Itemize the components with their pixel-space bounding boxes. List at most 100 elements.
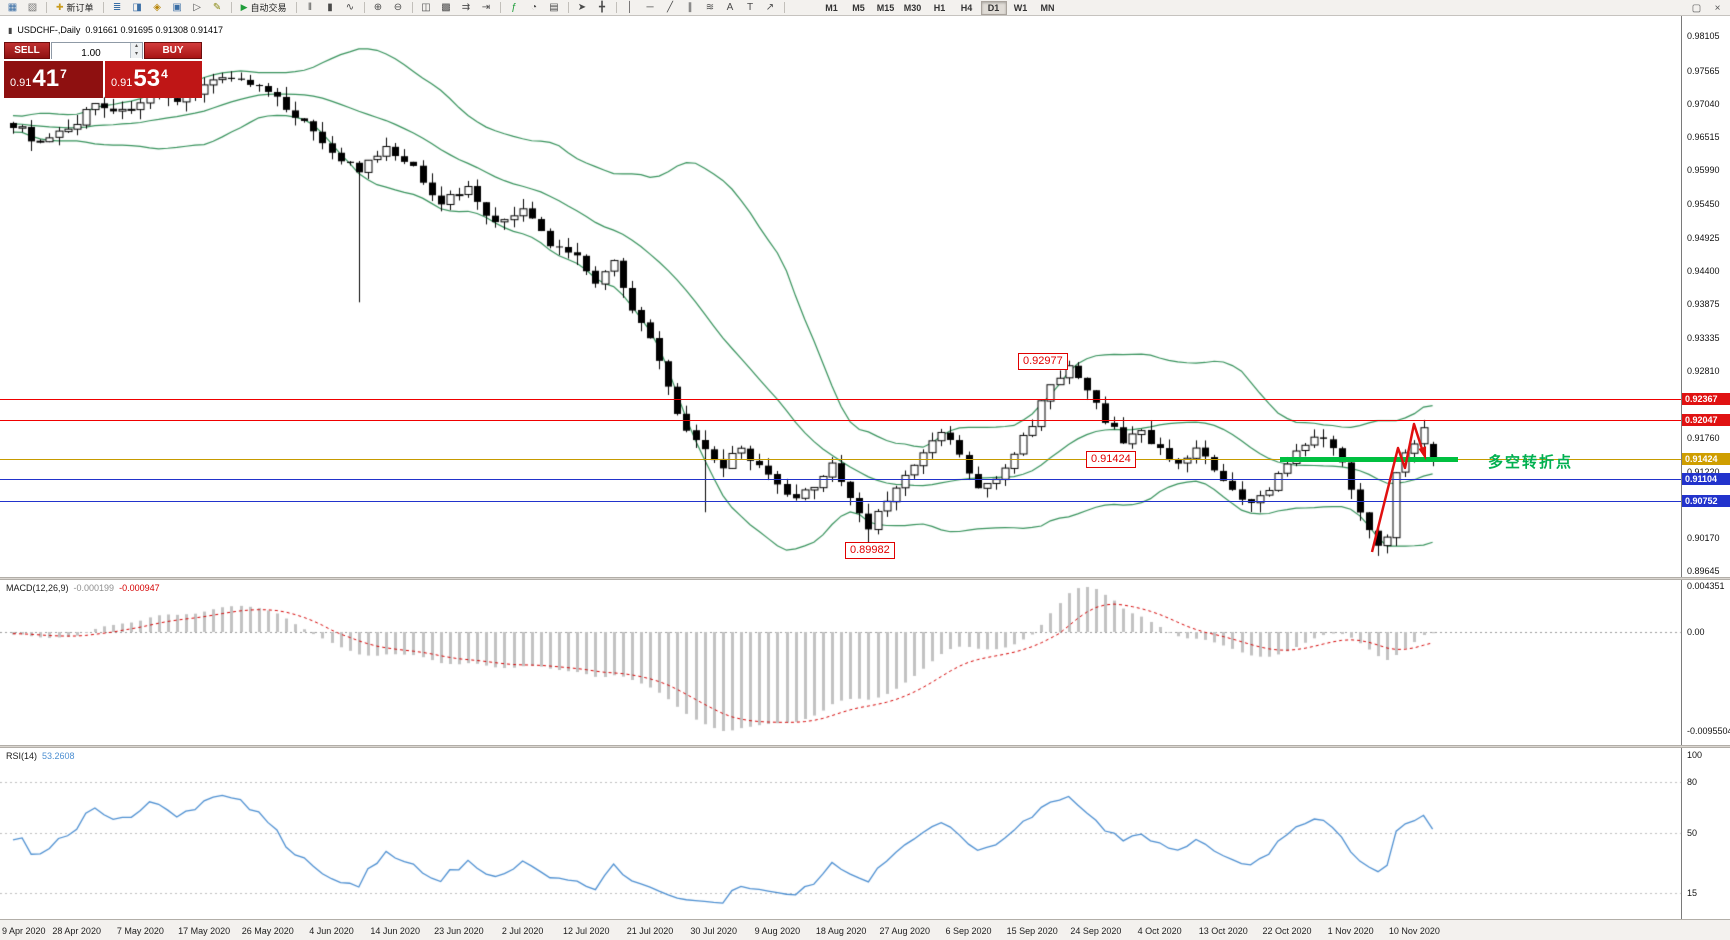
- cascade-windows-icon[interactable]: ▩: [437, 1, 456, 15]
- horizontal-line-object[interactable]: [0, 420, 1681, 421]
- periods-icon[interactable]: ◔: [525, 1, 544, 15]
- horizontal-line-object[interactable]: [0, 399, 1681, 400]
- text-icon[interactable]: A: [721, 1, 740, 15]
- buy-price-big: 53: [133, 65, 161, 92]
- support-line-annotation[interactable]: [1280, 456, 1458, 462]
- templates-icon-glyph: ▤: [549, 2, 559, 13]
- buy-button[interactable]: BUY: [144, 42, 202, 59]
- bars-chart-icon-glyph: ‖: [307, 2, 313, 13]
- restore-window-icon[interactable]: ▢: [1691, 2, 1702, 14]
- price-axis-tick: 0.96515: [1687, 131, 1720, 142]
- timeframe-M5[interactable]: M5: [852, 2, 865, 13]
- time-axis-label: 17 May 2020: [178, 926, 231, 936]
- lot-size-input[interactable]: [52, 46, 142, 61]
- candlestick-chart-icon[interactable]: ▮: [321, 1, 340, 15]
- horizontal-line-object[interactable]: [0, 501, 1681, 502]
- line-chart-icon[interactable]: ∿: [341, 1, 360, 15]
- candlestick-chart-icon-glyph: ▮: [327, 2, 333, 13]
- price-axis[interactable]: 0.98105 0.97565 0.97040 0.96515 0.95990 0.954…: [1681, 16, 1730, 919]
- lot-increase-button[interactable]: ▴: [131, 43, 142, 51]
- toolbar-separator: [783, 2, 785, 13]
- new-chart-icon[interactable]: ▦: [3, 1, 22, 15]
- strategy-tester-icon[interactable]: ▷: [188, 1, 207, 15]
- horizontal-line-object[interactable]: [0, 479, 1681, 480]
- metaeditor-icon[interactable]: ✎: [208, 1, 227, 15]
- time-axis-label: 28 Apr 2020: [52, 926, 101, 936]
- sell-price-display[interactable]: 0.91 41 7: [4, 61, 103, 98]
- time-axis-label: 24 Sep 2020: [1070, 926, 1122, 936]
- timeframe-M30[interactable]: M30: [903, 2, 922, 13]
- price-label-object[interactable]: 0.91424: [1086, 450, 1136, 468]
- sell-price-sup: 7: [60, 67, 67, 81]
- auto-scroll-icon[interactable]: ⇉: [457, 1, 476, 15]
- crosshair-icon[interactable]: ╋: [593, 1, 612, 15]
- autotrading-button-glyph: ▶: [240, 2, 248, 12]
- zoom-out-icon[interactable]: ⊖: [389, 1, 408, 15]
- price-axis-tick: 0.89645: [1687, 566, 1720, 577]
- profiles-icon[interactable]: ▧: [23, 1, 42, 15]
- zoom-in-icon[interactable]: ⊕: [369, 1, 388, 15]
- trendline-icon[interactable]: ╱: [661, 1, 680, 15]
- price-label-object[interactable]: 0.92977: [1018, 352, 1068, 370]
- timeframe-MN[interactable]: MN: [1040, 2, 1055, 13]
- timeframe-D1[interactable]: D1: [980, 0, 1007, 15]
- price-axis-tick: 0.90170: [1687, 533, 1720, 544]
- horizontal-line-object[interactable]: [0, 459, 1681, 460]
- navigator-icon[interactable]: ◈: [148, 1, 167, 15]
- buy-price-display[interactable]: 0.91 53 4: [105, 61, 202, 98]
- time-axis-label: 13 Oct 2020: [1198, 926, 1248, 936]
- timeframe-M15[interactable]: M15: [876, 2, 895, 13]
- time-axis[interactable]: 9 Apr 2020 28 Apr 2020 7 May 2020 17 May 20…: [0, 919, 1730, 940]
- label-icon[interactable]: T: [741, 1, 760, 15]
- sell-price-big: 41: [32, 65, 60, 92]
- chart-shift-icon[interactable]: ⇥: [477, 1, 496, 15]
- time-axis-label: 12 Jul 2020: [563, 926, 610, 936]
- terminal-icon[interactable]: ▣: [168, 1, 187, 15]
- indicators-icon[interactable]: ƒ: [505, 1, 524, 15]
- timeframe-H1[interactable]: H1: [933, 2, 946, 13]
- price-label-object[interactable]: 0.89982: [845, 542, 895, 560]
- price-axis-tag: 0.92367: [1682, 393, 1730, 406]
- auto-scroll-icon-glyph: ⇉: [461, 2, 471, 13]
- tile-windows-icon[interactable]: ◫: [417, 1, 436, 15]
- arrows-icon[interactable]: ↗: [761, 1, 780, 15]
- timeframe-W1[interactable]: W1: [1013, 2, 1028, 13]
- sell-button[interactable]: SELL: [4, 42, 50, 59]
- templates-icon[interactable]: ▤: [545, 1, 564, 15]
- market-watch-icon[interactable]: ≣: [108, 1, 127, 15]
- price-axis-tick: 0.95450: [1687, 199, 1720, 210]
- macd-indicator-label: MACD(12,26,9) -0.000199 -0.000947: [6, 583, 160, 593]
- fibonacci-icon[interactable]: ≋: [701, 1, 720, 15]
- bars-chart-icon[interactable]: ‖: [301, 1, 320, 15]
- chart-symbol-header: ▮ USDCHF-,Daily 0.91661 0.91695 0.91308 …: [8, 25, 223, 35]
- time-axis-label: 22 Oct 2020: [1262, 926, 1312, 936]
- panel-separator[interactable]: [0, 745, 1730, 748]
- lot-decrease-button[interactable]: ▾: [131, 50, 142, 58]
- time-axis-label: 9 Apr 2020: [2, 926, 46, 936]
- timeframe-M1[interactable]: M1: [825, 2, 838, 13]
- rsi-axis-tick: 50: [1687, 828, 1698, 838]
- line-chart-icon-glyph: ∿: [345, 2, 355, 13]
- channel-icon[interactable]: ∥: [681, 1, 700, 15]
- price-axis-tick: 0.93875: [1687, 298, 1720, 309]
- new-order-button[interactable]: ✚ 新订单: [51, 1, 99, 15]
- tile-windows-icon-glyph: ◫: [421, 2, 431, 13]
- vertical-line-icon[interactable]: │: [621, 1, 640, 15]
- data-window-icon-glyph: ◨: [132, 2, 142, 13]
- cursor-icon[interactable]: ➤: [573, 1, 592, 15]
- data-window-icon[interactable]: ◨: [128, 1, 147, 15]
- horizontal-line-icon[interactable]: ─: [641, 1, 660, 15]
- panel-separator[interactable]: [0, 577, 1730, 580]
- main-toolbar: ▦ ▧ ✚ 新订单 ≣ ◨ ◈ ▣ ▷ ✎ ▶ 自动交易 ‖ ▮ ∿ ⊕ ⊖ ◫ ▩ ⇉ ⇥ ƒ ◔ ▤ ➤ ╋ │ ─ ╱ ∥ ≋ A T ↗ M…: [0, 0, 1730, 16]
- autotrading-button[interactable]: ▶ 自动交易: [236, 1, 292, 15]
- market-watch-icon-glyph: ≣: [112, 2, 122, 13]
- toolbar-separator: [615, 2, 617, 13]
- time-axis-label: 27 Aug 2020: [879, 926, 931, 936]
- timeframe-H4[interactable]: H4: [960, 2, 973, 13]
- new-order-button-glyph: ✚: [56, 2, 64, 12]
- turning-point-annotation[interactable]: 多空转折点: [1488, 454, 1574, 471]
- close-window-icon[interactable]: ×: [1714, 2, 1721, 14]
- macd-axis-tick: 0.00: [1687, 627, 1705, 637]
- trend-arrow-annotation[interactable]: [1360, 415, 1440, 565]
